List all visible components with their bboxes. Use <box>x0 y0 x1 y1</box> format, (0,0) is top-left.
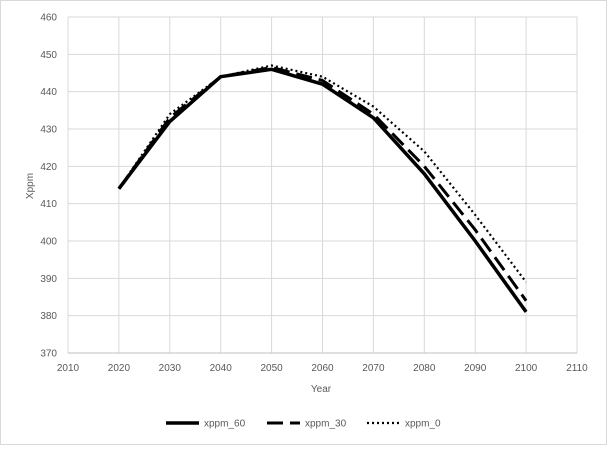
x-tick-label: 2070 <box>362 363 385 374</box>
x-tick-label: 2040 <box>210 363 233 374</box>
y-axis-label: Xppm <box>25 173 36 199</box>
x-tick-label: 2050 <box>260 363 283 374</box>
y-tick-label: 390 <box>40 274 57 285</box>
legend-label: xppm_0 <box>405 419 441 430</box>
x-tick-label: 2060 <box>311 363 334 374</box>
x-tick-label: 2100 <box>515 363 538 374</box>
x-axis-ticks: 2010 2020 2030 2040 2050 2060 2070 2080 2090 2100… <box>57 363 588 374</box>
y-tick-label: 420 <box>40 162 57 173</box>
series-line-xppm_60 <box>117 67 528 313</box>
x-tick-label: 2080 <box>413 363 436 374</box>
x-tick-label: 2010 <box>57 363 80 374</box>
y-tick-label: 370 <box>40 349 57 360</box>
series-line-xppm_0 <box>117 64 527 283</box>
x-tick-label: 2090 <box>464 363 487 374</box>
y-tick-label: 460 <box>40 13 57 24</box>
legend-label: xppm_60 <box>204 419 246 430</box>
x-axis-label: Year <box>311 384 332 395</box>
legend-label: xppm_30 <box>305 419 347 430</box>
y-tick-label: 400 <box>40 237 57 248</box>
y-tick-label: 450 <box>40 50 57 61</box>
y-tick-label: 430 <box>40 125 57 136</box>
legend: xppm_60 xppm_30 xppm_0 <box>166 419 441 430</box>
y-tick-label: 410 <box>40 199 57 210</box>
y-tick-label: 380 <box>40 311 57 322</box>
y-axis-ticks: 370 380 390 400 410 420 430 440 450 460 <box>40 13 57 360</box>
series-lines <box>117 64 528 313</box>
series-line-xppm_30 <box>117 65 528 302</box>
x-tick-label: 2020 <box>108 363 131 374</box>
gridlines <box>67 16 578 354</box>
y-tick-label: 440 <box>40 87 57 98</box>
x-tick-label: 2110 <box>566 363 588 374</box>
x-tick-label: 2030 <box>159 363 182 374</box>
